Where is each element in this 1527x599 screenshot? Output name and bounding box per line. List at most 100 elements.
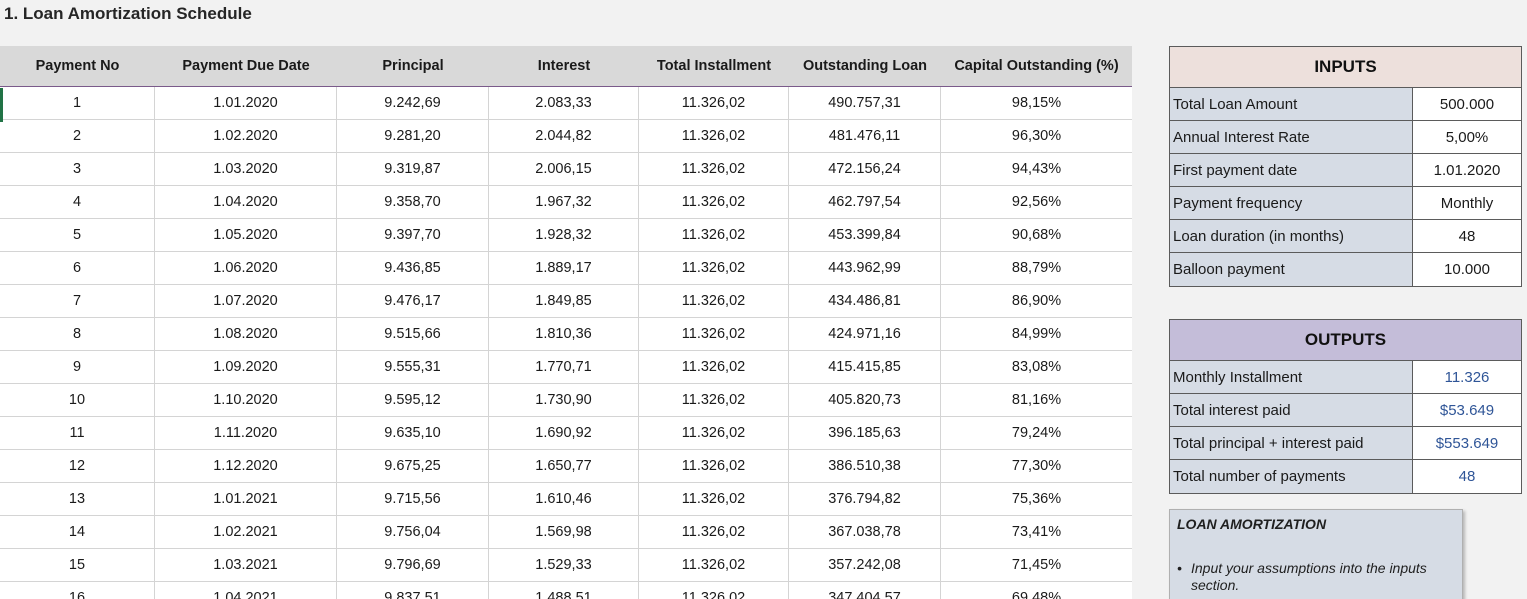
cell-capital-outstanding[interactable]: 90,68% <box>1011 227 1062 243</box>
header-payment-no[interactable]: Payment No <box>35 58 120 74</box>
cell-payment-no[interactable]: 6 <box>0 252 155 284</box>
header-payment-due-date[interactable]: Payment Due Date <box>182 58 310 74</box>
cell-outstanding-loan[interactable]: 347.404,57 <box>789 582 941 599</box>
cell-capital-outstanding[interactable]: 83,08% <box>1011 359 1062 375</box>
cell-interest[interactable]: 1.770,71 <box>489 351 639 383</box>
header-outstanding-loan[interactable]: Outstanding Loan <box>802 58 928 74</box>
cell-payment-due-date[interactable]: 1.04.2020 <box>155 186 337 218</box>
inputs-title[interactable]: INPUTS <box>1170 47 1521 88</box>
cell-total-installment[interactable]: 11.326,02 <box>639 252 789 284</box>
cell-payment-due-date[interactable]: 1.11.2020 <box>155 417 337 449</box>
cell-payment-no[interactable]: 8 <box>0 318 155 350</box>
cell-outstanding-loan[interactable]: 357.242,08 <box>789 549 941 581</box>
cell-payment-due-date[interactable]: 1.01.2021 <box>155 483 337 515</box>
cell-total-installment[interactable]: 11.326,02 <box>639 285 789 317</box>
header-interest[interactable]: Interest <box>537 58 591 74</box>
cell-interest[interactable]: 1.967,32 <box>489 186 639 218</box>
cell-payment-no[interactable]: 1 <box>0 87 155 119</box>
inputs-value[interactable]: 1.01.2020 <box>1413 154 1521 186</box>
cell-payment-no[interactable]: 16 <box>0 582 155 599</box>
cell-outstanding-loan[interactable]: 443.962,99 <box>789 252 941 284</box>
cell-interest[interactable]: 1.569,98 <box>489 516 639 548</box>
inputs-label[interactable]: Balloon payment <box>1170 253 1413 286</box>
cell-capital-outstanding[interactable]: 98,15% <box>1011 95 1062 111</box>
cell-payment-no[interactable]: 5 <box>0 219 155 251</box>
cell-total-installment[interactable]: 11.326,02 <box>639 417 789 449</box>
cell-total-installment[interactable]: 11.326,02 <box>639 549 789 581</box>
outputs-value[interactable]: 48 <box>1413 460 1521 493</box>
inputs-label[interactable]: Total Loan Amount <box>1170 88 1413 120</box>
cell-capital-outstanding[interactable]: 94,43% <box>1011 161 1062 177</box>
cell-capital-outstanding[interactable]: 92,56% <box>1011 194 1062 210</box>
header-principal[interactable]: Principal <box>382 58 444 74</box>
cell-interest[interactable]: 1.690,92 <box>489 417 639 449</box>
cell-payment-due-date[interactable]: 1.08.2020 <box>155 318 337 350</box>
cell-total-installment[interactable]: 11.326,02 <box>639 318 789 350</box>
cell-total-installment[interactable]: 11.326,02 <box>639 186 789 218</box>
cell-total-installment[interactable]: 11.326,02 <box>639 516 789 548</box>
cell-principal[interactable]: 9.715,56 <box>337 483 489 515</box>
inputs-label[interactable]: First payment date <box>1170 154 1413 186</box>
cell-principal[interactable]: 9.476,17 <box>337 285 489 317</box>
cell-payment-due-date[interactable]: 1.03.2020 <box>155 153 337 185</box>
cell-payment-no[interactable]: 10 <box>0 384 155 416</box>
cell-payment-due-date[interactable]: 1.10.2020 <box>155 384 337 416</box>
cell-payment-due-date[interactable]: 1.02.2020 <box>155 120 337 152</box>
outputs-value[interactable]: $53.649 <box>1413 394 1521 426</box>
cell-total-installment[interactable]: 11.326,02 <box>639 483 789 515</box>
cell-interest[interactable]: 2.006,15 <box>489 153 639 185</box>
cell-payment-due-date[interactable]: 1.06.2020 <box>155 252 337 284</box>
inputs-label[interactable]: Annual Interest Rate <box>1170 121 1413 153</box>
cell-interest[interactable]: 1.730,90 <box>489 384 639 416</box>
cell-payment-no[interactable]: 4 <box>0 186 155 218</box>
cell-total-installment[interactable]: 11.326,02 <box>639 351 789 383</box>
cell-interest[interactable]: 2.044,82 <box>489 120 639 152</box>
cell-capital-outstanding[interactable]: 75,36% <box>1011 491 1062 507</box>
cell-principal[interactable]: 9.515,66 <box>337 318 489 350</box>
cell-payment-no[interactable]: 14 <box>0 516 155 548</box>
cell-outstanding-loan[interactable]: 386.510,38 <box>789 450 941 482</box>
inputs-value[interactable]: 10.000 <box>1413 253 1521 286</box>
cell-principal[interactable]: 9.837,51 <box>337 582 489 599</box>
inputs-value[interactable]: 48 <box>1413 220 1521 252</box>
inputs-value[interactable]: 500.000 <box>1413 88 1521 120</box>
header-capital-outstanding[interactable]: Capital Outstanding (%) <box>954 58 1119 74</box>
cell-total-installment[interactable]: 11.326,02 <box>639 384 789 416</box>
cell-total-installment[interactable]: 11.326,02 <box>639 450 789 482</box>
cell-capital-outstanding[interactable]: 96,30% <box>1011 128 1062 144</box>
cell-principal[interactable]: 9.397,70 <box>337 219 489 251</box>
cell-outstanding-loan[interactable]: 472.156,24 <box>789 153 941 185</box>
outputs-value[interactable]: $553.649 <box>1413 427 1521 459</box>
cell-outstanding-loan[interactable]: 415.415,85 <box>789 351 941 383</box>
outputs-label[interactable]: Total interest paid <box>1170 394 1413 426</box>
cell-total-installment[interactable]: 11.326,02 <box>639 120 789 152</box>
cell-outstanding-loan[interactable]: 424.971,16 <box>789 318 941 350</box>
cell-payment-no[interactable]: 3 <box>0 153 155 185</box>
cell-outstanding-loan[interactable]: 376.794,82 <box>789 483 941 515</box>
cell-interest[interactable]: 1.810,36 <box>489 318 639 350</box>
cell-capital-outstanding[interactable]: 79,24% <box>1011 425 1062 441</box>
cell-capital-outstanding[interactable]: 88,79% <box>1011 260 1062 276</box>
cell-outstanding-loan[interactable]: 367.038,78 <box>789 516 941 548</box>
cell-payment-no[interactable]: 15 <box>0 549 155 581</box>
cell-principal[interactable]: 9.796,69 <box>337 549 489 581</box>
cell-principal[interactable]: 9.436,85 <box>337 252 489 284</box>
cell-payment-no[interactable]: 12 <box>0 450 155 482</box>
cell-payment-no[interactable]: 13 <box>0 483 155 515</box>
header-total-installment[interactable]: Total Installment <box>656 58 772 74</box>
cell-principal[interactable]: 9.319,87 <box>337 153 489 185</box>
instructions-note[interactable]: LOAN AMORTIZATION • Input your assumptio… <box>1169 509 1463 599</box>
cell-capital-outstanding[interactable]: 73,41% <box>1011 524 1062 540</box>
cell-outstanding-loan[interactable]: 481.476,11 <box>789 120 941 152</box>
cell-outstanding-loan[interactable]: 462.797,54 <box>789 186 941 218</box>
cell-principal[interactable]: 9.281,20 <box>337 120 489 152</box>
cell-payment-due-date[interactable]: 1.01.2020 <box>155 87 337 119</box>
cell-outstanding-loan[interactable]: 396.185,63 <box>789 417 941 449</box>
cell-principal[interactable]: 9.675,25 <box>337 450 489 482</box>
inputs-value[interactable]: 5,00% <box>1413 121 1521 153</box>
cell-payment-due-date[interactable]: 1.05.2020 <box>155 219 337 251</box>
outputs-value[interactable]: 11.326 <box>1413 361 1521 393</box>
cell-capital-outstanding[interactable]: 86,90% <box>1011 293 1062 309</box>
cell-total-installment[interactable]: 11.326,02 <box>639 582 789 599</box>
cell-payment-no[interactable]: 7 <box>0 285 155 317</box>
